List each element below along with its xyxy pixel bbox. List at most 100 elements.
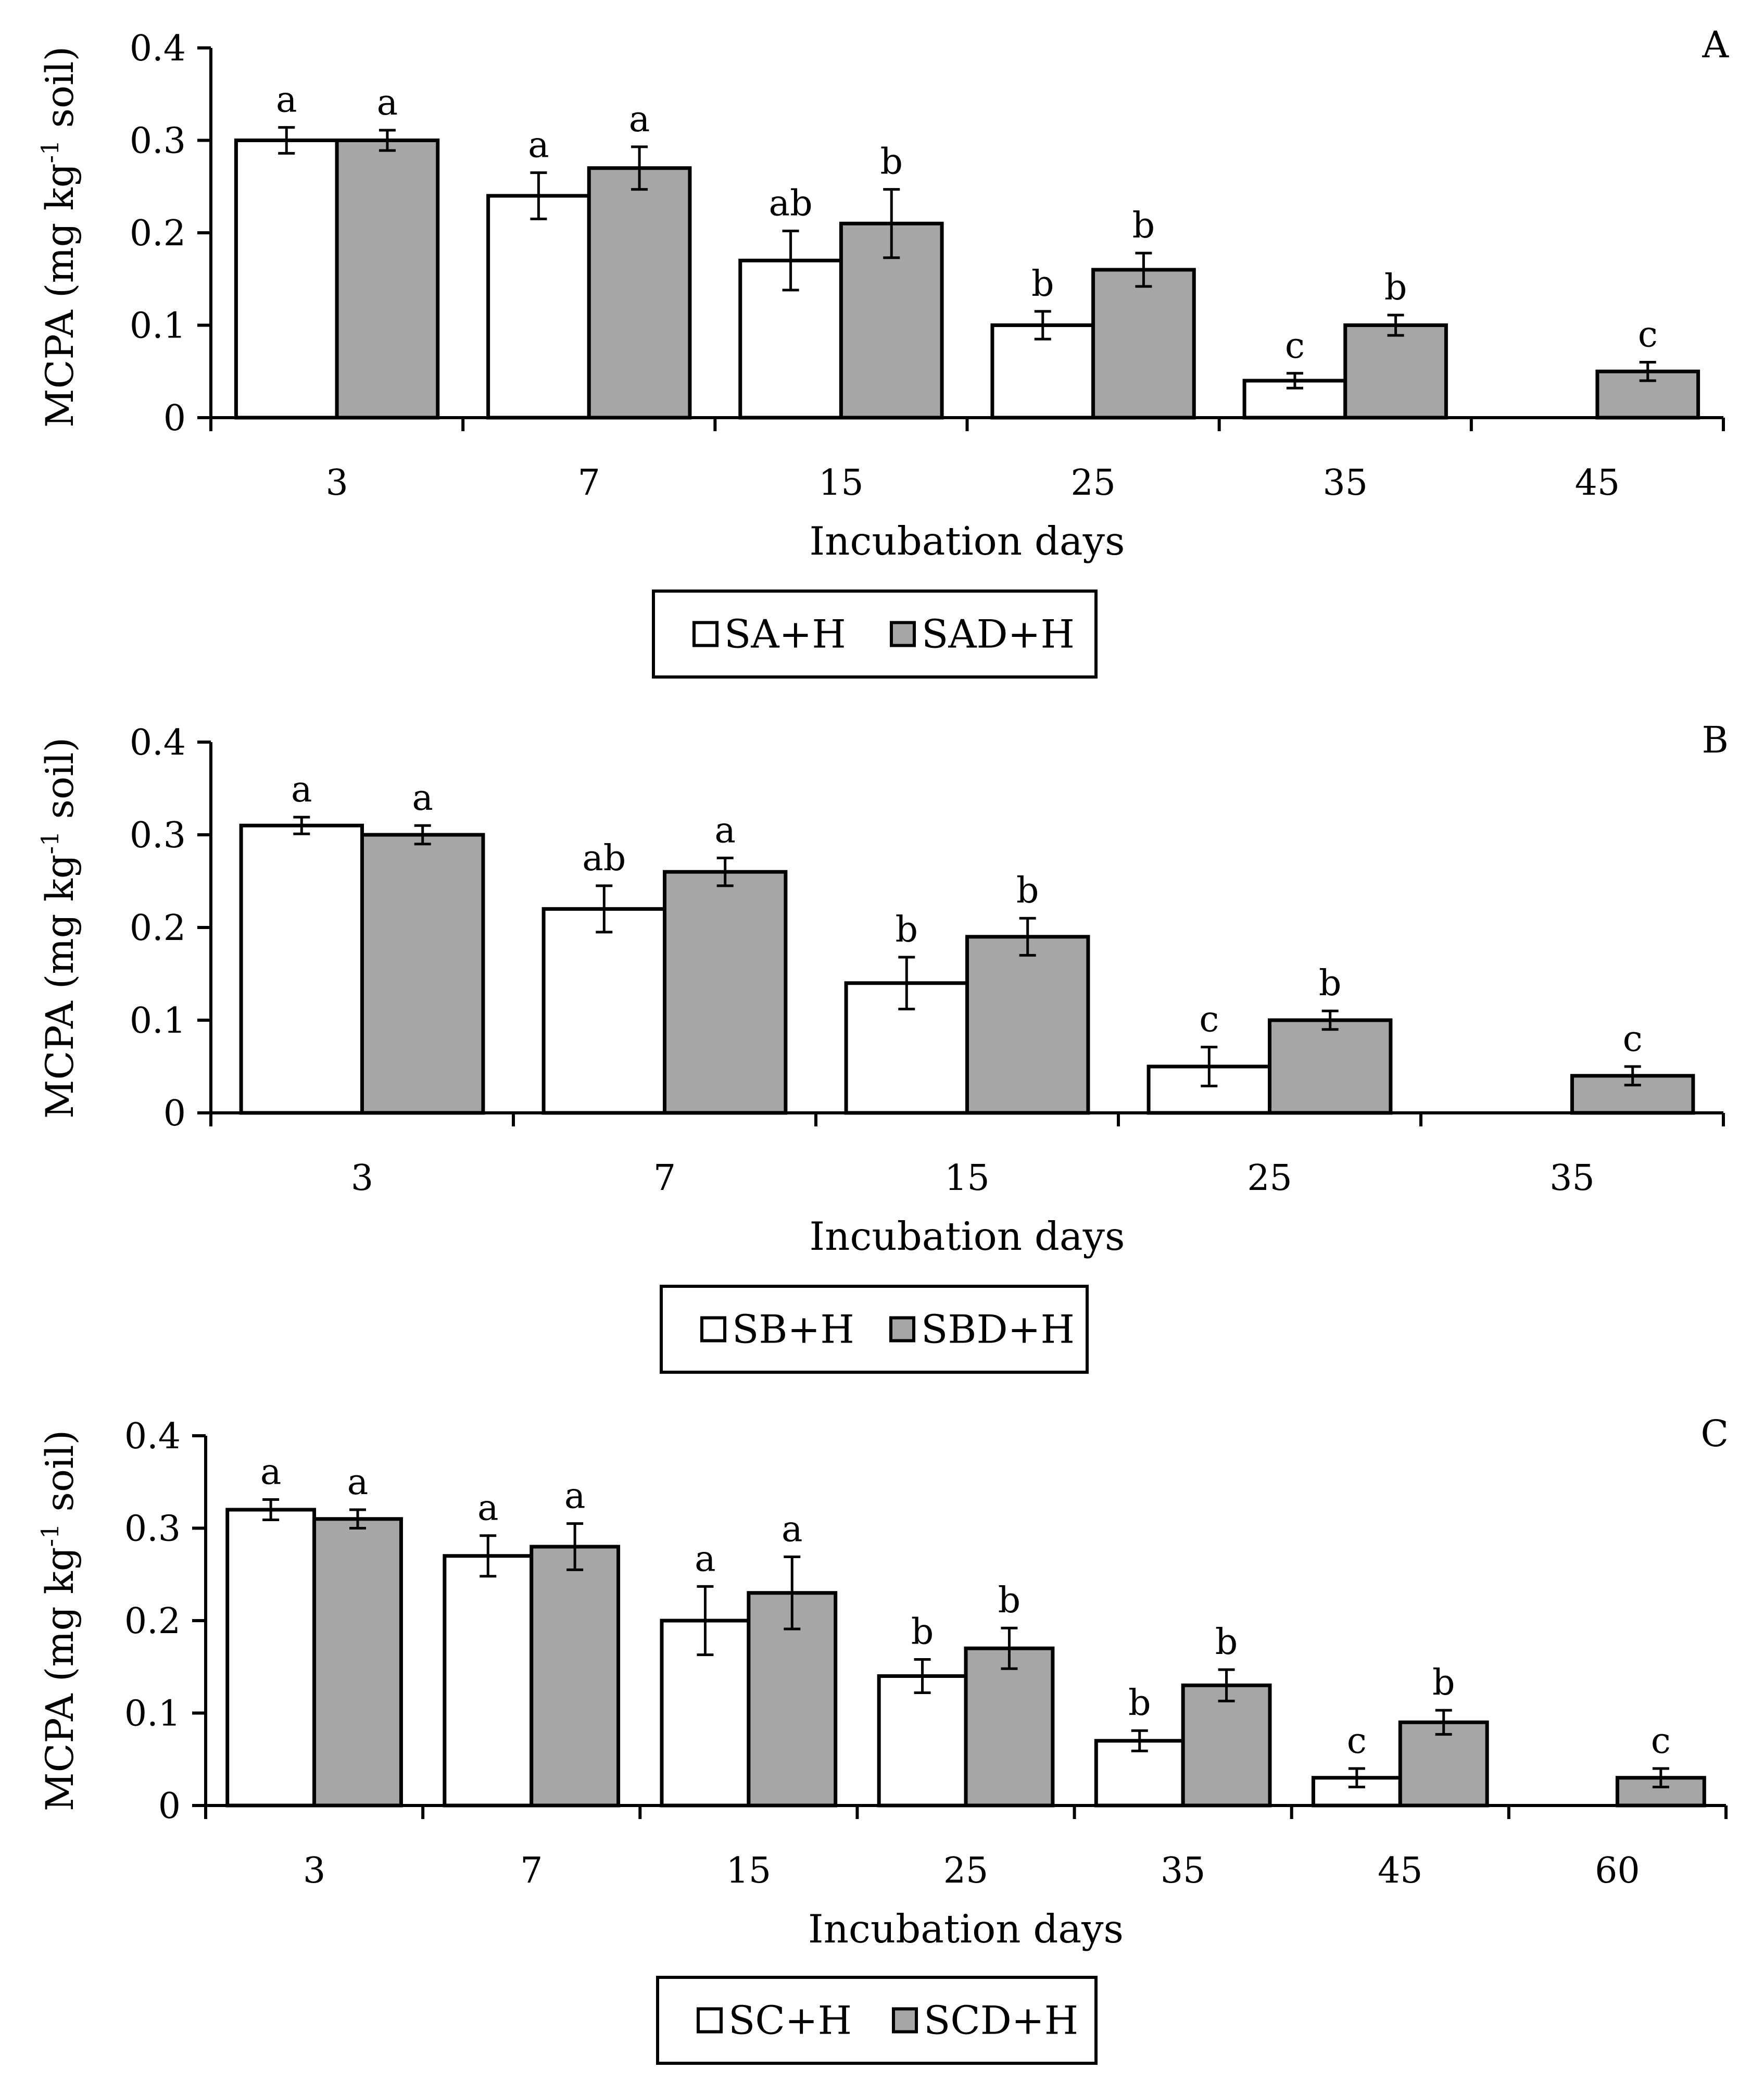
x-tick-label: 25 (1070, 462, 1116, 504)
y-tick-label: 0.3 (124, 1509, 181, 1550)
legend-label-sc-plus-h: SC+H (728, 1998, 852, 2043)
legend-label-sb-plus-h: SB+H (732, 1307, 854, 1352)
x-tick-label: 15 (818, 462, 864, 504)
bar-sc-plus-h (443, 1554, 534, 1808)
y-axis-title-main: MCPA (mg kg (38, 164, 82, 428)
y-tick-label: 0.1 (130, 1000, 186, 1042)
y-tick-label: 0 (163, 1093, 186, 1134)
legend: SC+H SCD+H (656, 1976, 1098, 2065)
bar-sad-plus-h (335, 139, 440, 420)
bar-sa-plus-h (486, 194, 591, 420)
significance-letter: c (1285, 325, 1305, 367)
x-axis-title: Incubation days (810, 518, 1125, 564)
significance-letter: c (1651, 1721, 1671, 1762)
significance-letter: c (1623, 1019, 1643, 1060)
x-tick-label: 3 (351, 1158, 373, 1199)
significance-letter: b (896, 909, 918, 950)
y-tick-label: 0.2 (130, 213, 186, 254)
y-axis-title-main: MCPA (mg kg (38, 1547, 82, 1812)
bar-scd-plus-h (964, 1646, 1055, 1808)
y-axis-title-end: soil) (38, 46, 82, 140)
significance-letter: a (629, 99, 650, 140)
y-tick-label: 0.4 (124, 1416, 181, 1457)
legend-swatch-sa-plus-h (692, 621, 719, 647)
x-axis-title: Incubation days (810, 1213, 1125, 1259)
y-tick-label: 0 (163, 398, 186, 439)
x-tick-label: 35 (1161, 1850, 1206, 1891)
y-tick-label: 0.1 (130, 306, 186, 347)
x-tick-label: 15 (726, 1850, 772, 1891)
y-tick-label: 0.3 (130, 815, 186, 856)
significance-letter: c (1638, 315, 1658, 356)
bar-scd-plus-h (1181, 1683, 1272, 1808)
y-axis-title: MCPA (mg kg-1 soil) (36, 737, 82, 1119)
x-axis-title: Incubation days (808, 1906, 1124, 1952)
x-tick-label: 7 (520, 1850, 543, 1891)
x-tick-label: 3 (303, 1850, 325, 1891)
legend-frame (656, 1976, 1098, 2065)
significance-letter: c (1199, 999, 1219, 1040)
significance-letter: a (564, 1476, 586, 1517)
significance-letter: a (695, 1538, 716, 1579)
x-tick-label: 15 (944, 1158, 990, 1199)
y-axis-title-sup: -1 (36, 831, 64, 855)
significance-letter: b (1132, 205, 1155, 246)
bar-sc-plus-h (225, 1508, 317, 1808)
significance-letter: a (528, 125, 549, 166)
significance-letter: a (412, 778, 433, 819)
x-tick-label: 60 (1595, 1850, 1640, 1891)
significance-letter: a (291, 769, 312, 810)
legend-label-sa-plus-h: SA+H (724, 611, 846, 657)
bar-sa-plus-h (990, 323, 1095, 420)
bar-sbd-plus-h (1268, 1018, 1393, 1115)
x-tick-label: 3 (325, 462, 348, 504)
panel-letter: A (1702, 23, 1729, 66)
bar-sc-plus-h (877, 1674, 968, 1808)
x-tick-label: 35 (1322, 462, 1368, 504)
y-tick-label: 0.1 (124, 1694, 181, 1735)
y-axis-title-sup: -1 (36, 1524, 64, 1547)
significance-letter: a (377, 82, 398, 123)
y-axis-title-main: MCPA (mg kg (38, 855, 82, 1119)
significance-letter: b (880, 142, 903, 183)
legend-swatch-sbd-plus-h (889, 1316, 915, 1343)
significance-letter: a (276, 80, 297, 121)
legend-label-sad-plus-h: SAD+H (922, 611, 1075, 657)
legend-label-scd-plus-h: SCD+H (924, 1998, 1078, 2043)
y-axis-title: MCPA (mg kg-1 soil) (36, 46, 82, 428)
significance-letter: ab (582, 838, 626, 879)
x-tick-label: 25 (1247, 1158, 1292, 1199)
y-tick-label: 0.2 (130, 908, 186, 949)
significance-letter: c (1347, 1721, 1367, 1762)
chart-panel-c: 0 0.1 0.2 0.3 0.4 3 7 15 25 35 45 60 a a a b b c a a a b b b c C M… (36, 1412, 1729, 2065)
bar-sb-plus-h (239, 823, 364, 1115)
legend-label-sbd-plus-h: SBD+H (921, 1307, 1075, 1352)
bar-sbd-plus-h (965, 935, 1090, 1115)
y-axis-title-sup: -1 (36, 140, 64, 164)
bar-sad-plus-h (1595, 369, 1700, 420)
legend-swatch-sad-plus-h (890, 621, 916, 647)
x-tick-label: 7 (578, 462, 600, 504)
x-tick-label: 25 (943, 1850, 989, 1891)
legend-swatch-sc-plus-h (697, 2007, 723, 2034)
y-axis-title-end: soil) (38, 737, 82, 831)
bar-sb-plus-h (541, 907, 666, 1115)
legend: SB+H SBD+H (660, 1285, 1089, 1374)
bar-sad-plus-h (1091, 268, 1196, 420)
legend-swatch-sb-plus-h (700, 1316, 726, 1343)
significance-letter: a (347, 1462, 369, 1503)
significance-letter: b (1384, 267, 1407, 308)
panel-letter: C (1700, 1412, 1729, 1455)
bar-scd-plus-h (312, 1517, 403, 1808)
bar-sa-plus-h (1242, 379, 1347, 420)
significance-letter: a (260, 1451, 282, 1493)
bar-sad-plus-h (587, 166, 692, 420)
y-tick-label: 0.4 (130, 28, 186, 69)
y-tick-label: 0.4 (130, 722, 186, 763)
significance-letter: a (782, 1509, 803, 1550)
bar-sa-plus-h (234, 139, 339, 420)
y-tick-label: 0 (158, 1786, 181, 1827)
significance-letter: a (477, 1488, 499, 1529)
bar-scd-plus-h (530, 1545, 621, 1808)
